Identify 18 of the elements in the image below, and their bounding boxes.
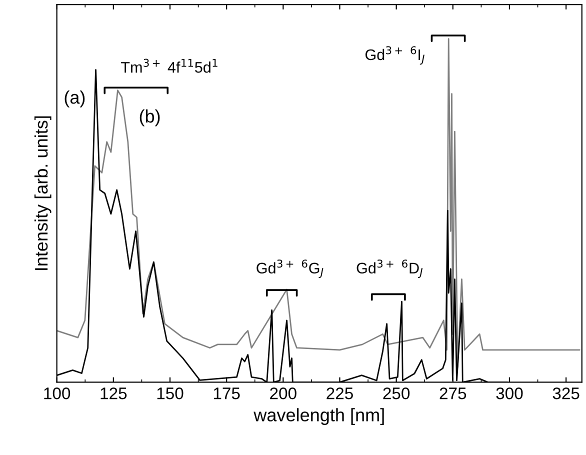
annotation: Tm$^{3+}$ 4f$^{11}$5d$^{1}$ <box>121 58 218 73</box>
x-tick-label: 325 <box>552 388 580 400</box>
y-axis-title: Intensity [arb. units] <box>34 116 52 270</box>
x-tick-label: 275 <box>440 388 466 400</box>
x-tick-label: 175 <box>214 388 240 400</box>
x-tick-label: 150 <box>157 388 184 400</box>
annotation: Gd$^{3+ 6}$D$_{J}$ <box>356 260 423 278</box>
annotation: (b) <box>140 109 160 126</box>
annotation: Gd$^{3+ 6}$G$_{J}$ <box>256 260 324 278</box>
x-tick-label: 300 <box>496 388 523 400</box>
annotation: (a) <box>64 90 85 108</box>
annotation: Gd$^{3+ 6}$I$_{J}$ <box>365 46 424 65</box>
x-axis-title: wavelength [nm] <box>254 408 384 425</box>
x-tick-label: 125 <box>100 388 127 400</box>
x-tick-label: 250 <box>383 388 410 400</box>
x-tick-label: 225 <box>326 388 353 400</box>
x-tick-label: 100 <box>44 388 70 400</box>
x-tick-label: 200 <box>270 388 296 400</box>
